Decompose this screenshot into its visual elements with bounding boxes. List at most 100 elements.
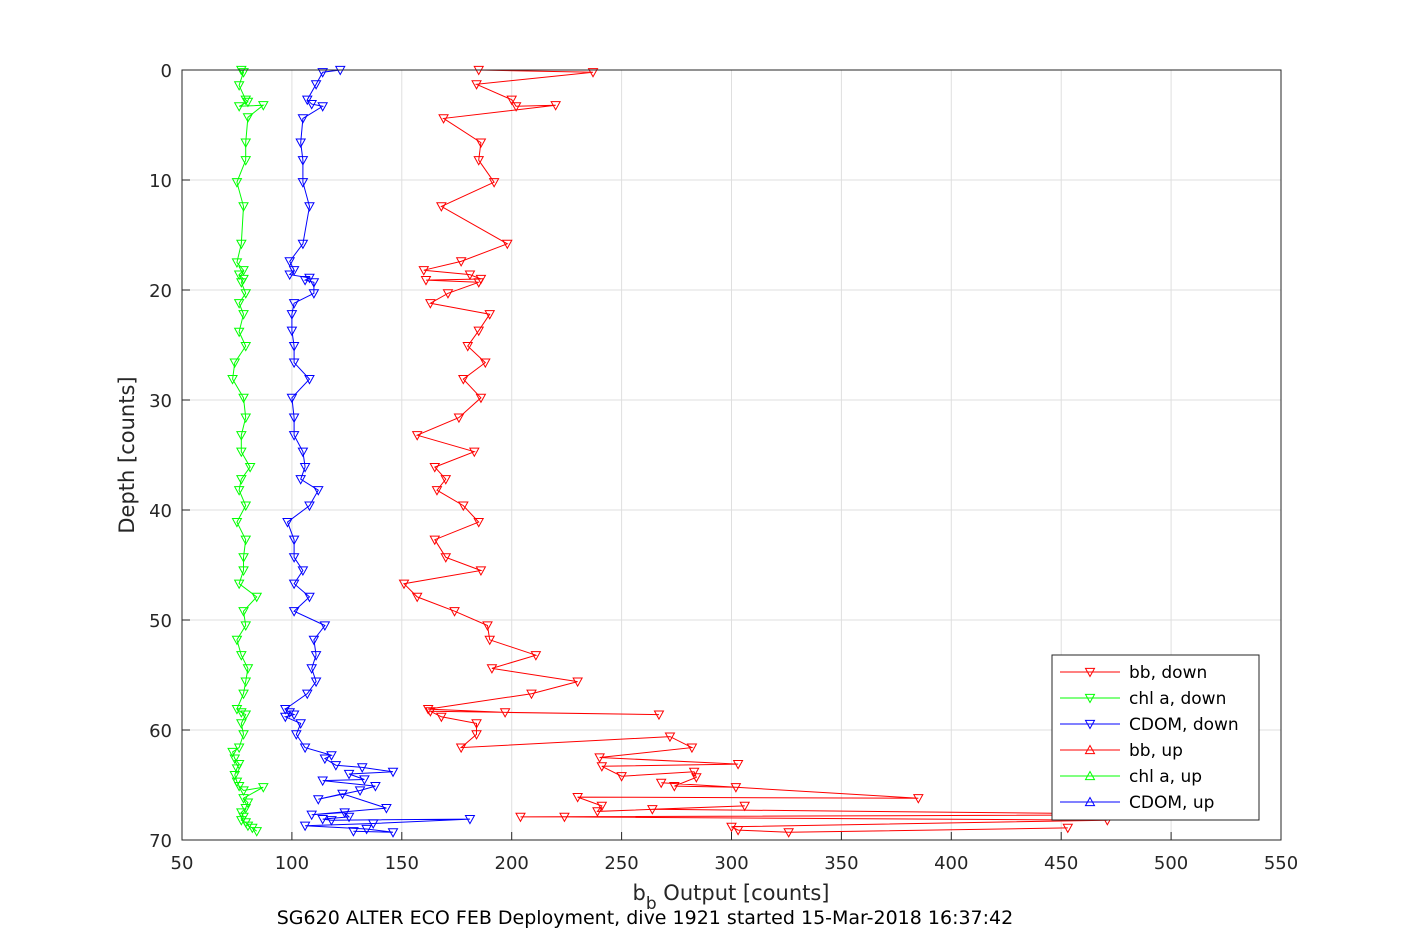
data-point-chl-a-down bbox=[257, 101, 269, 111]
data-point-cdom-down bbox=[299, 821, 311, 832]
data-point-cdom-down bbox=[295, 719, 307, 729]
data-point-bb-down bbox=[484, 310, 496, 320]
data-point-cdom-down bbox=[288, 342, 300, 352]
data-point-chl-a-down bbox=[227, 747, 238, 758]
series-cdom-down bbox=[279, 65, 476, 838]
data-point-bb-down bbox=[669, 782, 680, 792]
data-point-chl-a-down bbox=[257, 783, 269, 793]
data-point-cdom-down bbox=[312, 795, 324, 805]
x-tick-label: 350 bbox=[824, 853, 858, 874]
data-point-chl-a-down bbox=[233, 579, 245, 590]
data-point-bb-down bbox=[664, 732, 676, 743]
data-point-bb-down bbox=[488, 178, 500, 188]
data-point-bb-down bbox=[616, 772, 627, 782]
data-point-chl-a-down bbox=[240, 677, 252, 688]
data-point-chl-a-down bbox=[235, 708, 247, 718]
x-axis-label-main: b bbox=[632, 881, 645, 905]
data-point-cdom-down bbox=[326, 816, 337, 826]
data-point-bb-down bbox=[732, 826, 744, 836]
data-point-cdom-down bbox=[319, 621, 331, 632]
x-tick-label: 50 bbox=[171, 853, 194, 874]
data-point-chl-a-down bbox=[231, 764, 243, 775]
data-point-cdom-down bbox=[356, 763, 368, 773]
data-point-bb-down bbox=[475, 393, 487, 404]
data-point-chl-a-down bbox=[235, 447, 247, 458]
data-point-chl-a-down bbox=[238, 68, 249, 78]
data-point-chl-a-down bbox=[240, 95, 252, 106]
data-point-bb-down bbox=[471, 719, 482, 729]
data-point-bb-down bbox=[550, 101, 562, 111]
x-tick-label: 300 bbox=[714, 853, 748, 874]
data-point-bb-down bbox=[530, 651, 542, 661]
data-point-cdom-down bbox=[304, 202, 315, 212]
data-point-chl-a-down bbox=[231, 635, 243, 646]
data-point-chl-a-down bbox=[238, 786, 249, 797]
data-point-chl-a-down bbox=[238, 566, 249, 577]
data-point-cdom-down bbox=[297, 447, 309, 458]
data-point-bb-down bbox=[438, 114, 449, 124]
data-point-bb-down bbox=[732, 760, 744, 770]
data-point-chl-a-down bbox=[240, 289, 252, 299]
data-point-cdom-down bbox=[284, 257, 296, 267]
data-point-cdom-down bbox=[381, 804, 392, 814]
data-point-bb-down bbox=[411, 431, 423, 441]
y-tick-label: 30 bbox=[149, 391, 172, 412]
data-point-cdom-down bbox=[297, 178, 309, 188]
data-point-cdom-down bbox=[317, 68, 329, 78]
data-point-chl-a-down bbox=[233, 327, 245, 338]
data-point-bb-down bbox=[653, 710, 665, 721]
data-point-chl-a-down bbox=[229, 754, 241, 765]
data-point-cdom-down bbox=[317, 102, 329, 112]
data-point-bb-down bbox=[783, 828, 794, 838]
data-point-chl-a-down bbox=[231, 705, 243, 715]
series-line-cdom-down bbox=[283, 69, 470, 833]
data-point-chl-a-down bbox=[238, 553, 249, 563]
y-tick-label: 70 bbox=[149, 831, 172, 852]
data-point-cdom-down bbox=[337, 789, 348, 800]
chart-caption: SG620 ALTER ECO FEB Deployment, dive 192… bbox=[277, 907, 1013, 929]
data-point-cdom-down bbox=[288, 431, 300, 441]
data-point-chl-a-down bbox=[251, 592, 263, 603]
data-point-bb-down bbox=[411, 592, 423, 603]
data-point-bb-down bbox=[572, 677, 583, 688]
data-point-chl-a-down bbox=[235, 278, 247, 288]
data-point-chl-a-down bbox=[242, 113, 254, 123]
data-point-chl-a-down bbox=[231, 518, 243, 528]
data-point-bb-down bbox=[690, 773, 702, 783]
data-point-cdom-down bbox=[317, 776, 329, 787]
data-point-chl-a-down bbox=[240, 621, 252, 632]
data-point-bb-down bbox=[587, 68, 599, 78]
data-point-cdom-down bbox=[306, 100, 318, 110]
x-tick-label: 550 bbox=[1264, 853, 1298, 874]
data-point-cdom-down bbox=[299, 743, 311, 754]
legend-label-chl-a-down: chl a, down bbox=[1129, 689, 1226, 709]
data-point-cdom-down bbox=[288, 710, 300, 721]
data-point-cdom-down bbox=[319, 754, 331, 765]
y-tick-label: 60 bbox=[149, 721, 172, 742]
data-point-chl-a-down bbox=[238, 689, 249, 700]
legend-marker-chl-a-down bbox=[1084, 693, 1096, 704]
data-point-bb-down bbox=[572, 793, 583, 803]
data-point-cdom-down bbox=[297, 114, 309, 124]
x-tick-label: 400 bbox=[934, 853, 968, 874]
series-line-bb-down bbox=[402, 69, 1196, 833]
data-point-chl-a-down bbox=[238, 202, 249, 212]
legend: bb, down chl a, down CDOM, down bb, up chl a… bbox=[1051, 654, 1260, 821]
y-tick-label: 20 bbox=[149, 281, 172, 302]
data-point-chl-a-down bbox=[235, 651, 247, 661]
data-point-chl-a-down bbox=[235, 239, 247, 250]
data-point-cdom-down bbox=[295, 138, 307, 149]
data-point-chl-a-down bbox=[235, 475, 247, 485]
data-point-bb-down bbox=[688, 767, 700, 778]
data-point-bb-down bbox=[422, 705, 434, 715]
data-point-chl-a-down bbox=[229, 358, 241, 369]
data-point-bb-down bbox=[592, 807, 603, 817]
legend-marker-bb-up bbox=[1084, 744, 1096, 755]
data-point-bb-down bbox=[739, 801, 751, 812]
data-point-bb-down bbox=[475, 566, 487, 577]
data-point-bb-down bbox=[429, 463, 441, 473]
data-point-cdom-down bbox=[359, 775, 370, 786]
data-point-bb-down bbox=[473, 278, 485, 288]
data-point-cdom-down bbox=[317, 815, 329, 825]
data-point-bb-down bbox=[436, 202, 447, 212]
